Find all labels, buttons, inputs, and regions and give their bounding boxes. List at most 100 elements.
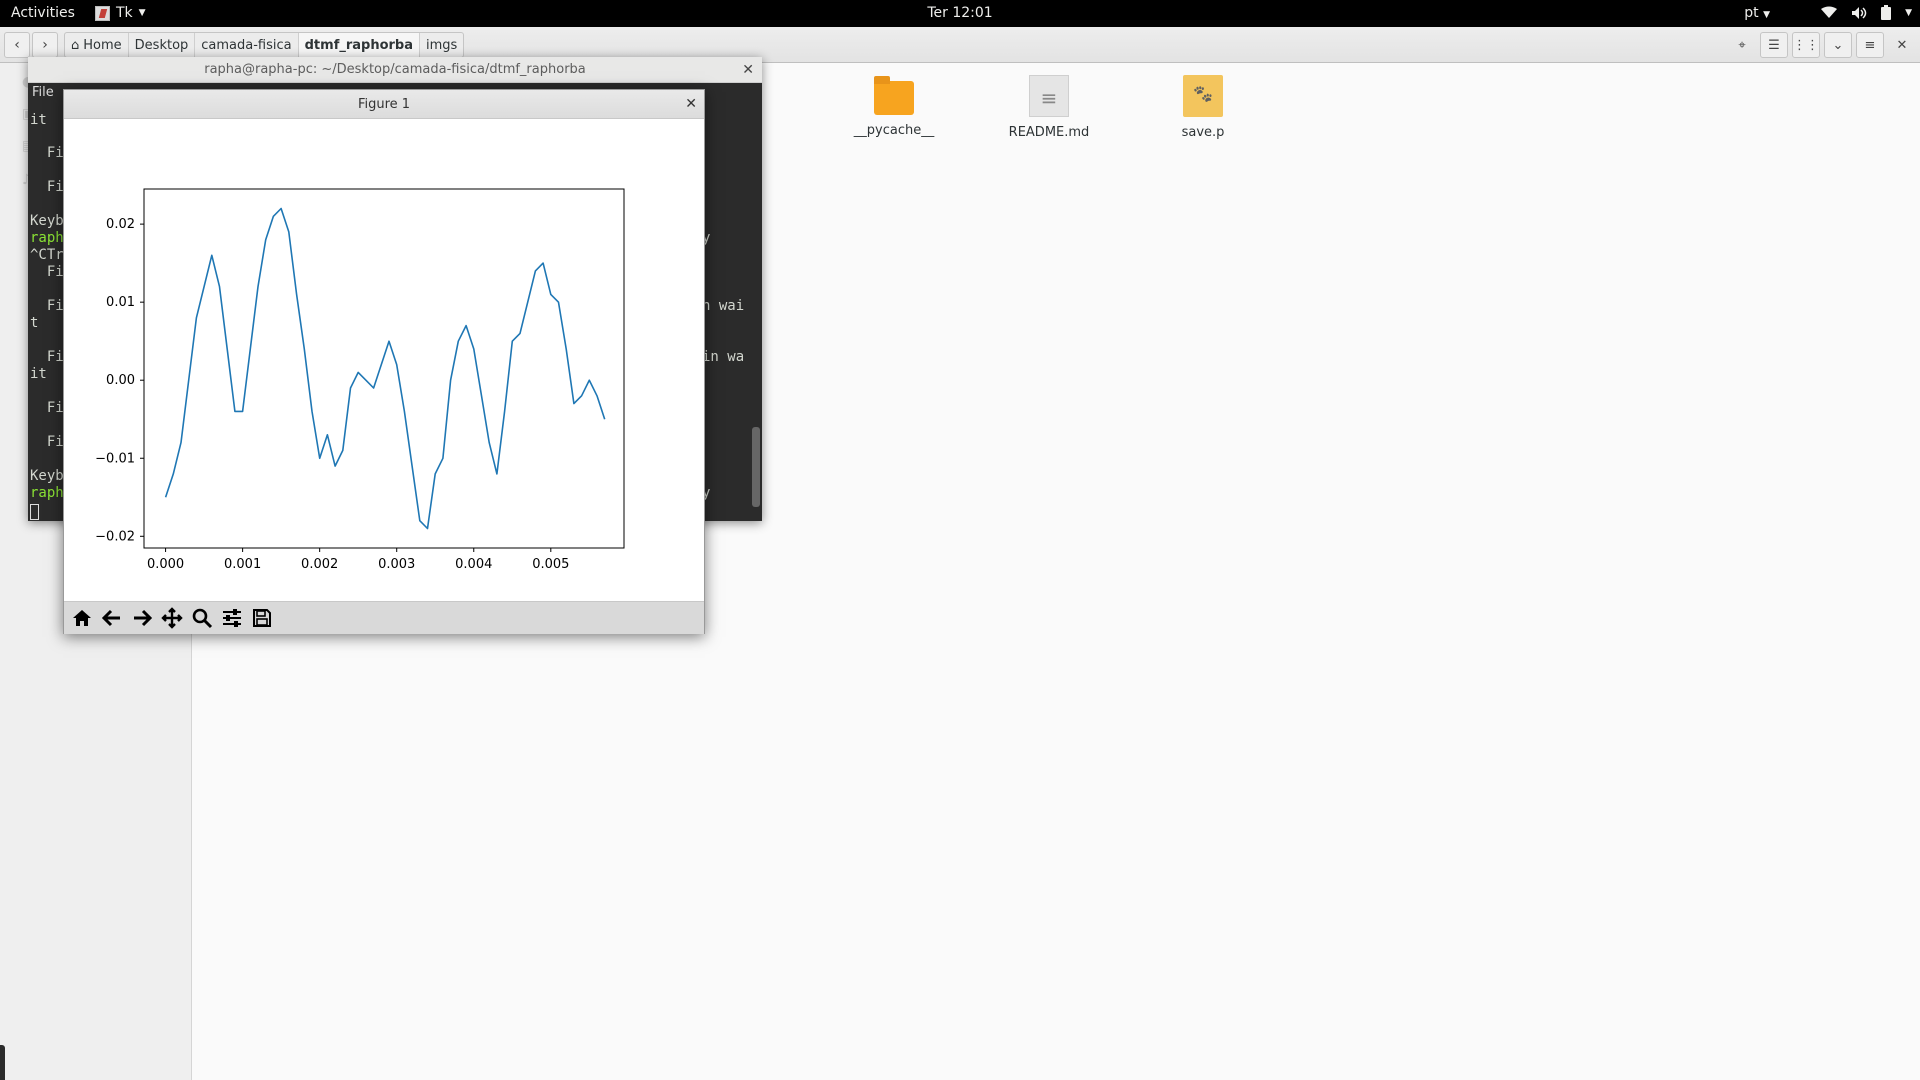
y-tick-label: 0.00 [106, 373, 135, 388]
terminal-line: Fi [30, 349, 64, 365]
save-figure-button[interactable] [248, 604, 276, 632]
file-name: save.p [1181, 125, 1225, 140]
file-item-pycache[interactable]: __pycache__ [829, 75, 959, 138]
terminal-line-fragment: y [702, 485, 711, 501]
view-options-button[interactable]: ⌄ [1824, 32, 1852, 58]
floppy-disk-icon [253, 609, 271, 627]
chevron-down-icon: ▼ [1905, 7, 1912, 18]
y-tick-label: −0.01 [95, 451, 135, 466]
breadcrumb-camada-fisica[interactable]: camada-fisica [195, 33, 299, 57]
terminal-line-fragment: in wa [702, 349, 745, 365]
breadcrumb-imgs[interactable]: imgs [420, 33, 463, 57]
paw-file-icon [1183, 75, 1223, 117]
grid-view-button[interactable]: ⋮⋮ [1792, 32, 1820, 58]
terminal-line: Fi [30, 298, 64, 314]
pan-button[interactable] [158, 604, 186, 632]
terminal-line: Fi [30, 145, 64, 161]
terminal-line: raph [30, 485, 64, 501]
list-icon: ☰ [1768, 37, 1780, 53]
x-tick-label: 0.002 [301, 557, 338, 572]
chevron-right-icon: › [42, 37, 48, 53]
clock[interactable]: Ter 12:01 [927, 5, 993, 21]
location-button[interactable]: ⌖ [1728, 32, 1756, 58]
terminal-line: Keyb [30, 213, 64, 229]
terminal-titlebar[interactable]: rapha@rapha-pc: ~/Desktop/camada-fisica/… [28, 57, 762, 83]
configure-subplots-button[interactable] [218, 604, 246, 632]
breadcrumb: ⌂ Home Desktop camada-fisica dtmf_raphor… [64, 32, 465, 58]
terminal-line: t [30, 315, 39, 331]
terminal-line: Fi [30, 264, 64, 280]
file-name: README.md [1008, 125, 1090, 140]
breadcrumb-label: camada-fisica [201, 37, 292, 53]
close-icon[interactable]: ✕ [685, 96, 697, 112]
crosshair-icon: ⌖ [1738, 37, 1746, 53]
close-window-button[interactable]: ✕ [1888, 32, 1916, 58]
figure-canvas[interactable]: 0.000 0.001 0.002 0.003 0.004 0.005 −0.02 −0.01… [64, 119, 704, 603]
terminal-scrollbar[interactable] [752, 427, 760, 507]
forward-button[interactable] [128, 604, 156, 632]
figure-title: Figure 1 [357, 97, 411, 112]
text-document-icon [1029, 75, 1069, 117]
figure-titlebar[interactable]: Figure 1 ✕ [64, 90, 704, 119]
x-tick-label: 0.003 [378, 557, 415, 572]
keyboard-layout-menu[interactable]: pt ▼ [1744, 5, 1770, 21]
back-button[interactable] [98, 604, 126, 632]
signal-line [164, 207, 606, 530]
breadcrumb-dtmf-raphorba[interactable]: dtmf_raphorba [298, 33, 421, 57]
terminal-line: Keyb [30, 468, 64, 484]
terminal-line: it [30, 112, 47, 128]
x-tick-label: 0.004 [455, 557, 492, 572]
home-button[interactable] [68, 604, 96, 632]
header-actions: ⌖ ☰ ⋮⋮ ⌄ ≡ ✕ [1728, 32, 1916, 58]
terminal-line: Fi [30, 434, 64, 450]
zoom-button[interactable] [188, 604, 216, 632]
system-tray[interactable]: ▼ [1821, 5, 1912, 20]
menu-button[interactable]: ≡ [1856, 32, 1884, 58]
grid-icon: ⋮⋮ [1793, 37, 1819, 53]
breadcrumb-home[interactable]: ⌂ Home [65, 33, 129, 57]
top-bar: Activities Tk ▼ Ter 12:01 pt ▼ ▼ [0, 0, 1920, 27]
file-name: __pycache__ [853, 123, 935, 138]
terminal-line-fragment: y [702, 230, 711, 246]
chevron-down-icon: ▼ [138, 8, 146, 18]
sliders-icon [223, 609, 241, 627]
terminal-line: ^CTr [30, 247, 64, 263]
back-button[interactable]: ‹ [4, 32, 30, 58]
y-tick-label: 0.01 [106, 295, 135, 310]
line-chart: 0.000 0.001 0.002 0.003 0.004 0.005 −0.02 −0.01… [95, 188, 625, 572]
x-tick-label: 0.000 [147, 557, 184, 572]
folder-icon [874, 76, 914, 115]
volume-icon [1852, 6, 1867, 19]
arrow-right-icon [134, 609, 153, 627]
list-view-button[interactable]: ☰ [1760, 32, 1788, 58]
hamburger-icon: ≡ [1864, 37, 1876, 53]
battery-icon [1881, 5, 1892, 20]
figure-toolbar [64, 601, 704, 634]
file-item-readme[interactable]: README.md [984, 75, 1114, 140]
dock-edge [0, 1045, 5, 1080]
app-menu[interactable]: Tk ▼ [95, 5, 146, 21]
app-menu-label: Tk [116, 5, 133, 21]
home-icon [73, 610, 91, 626]
arrow-left-icon [101, 609, 120, 627]
breadcrumb-label: Desktop [134, 37, 189, 53]
terminal-line: raph [30, 230, 64, 246]
file-item-save-p[interactable]: save.p [1138, 75, 1268, 140]
close-icon[interactable]: ✕ [742, 62, 754, 78]
x-tick-label: 0.005 [532, 557, 569, 572]
close-icon: ✕ [1896, 37, 1908, 53]
dock-icon[interactable]: ♪ [22, 172, 31, 188]
menu-file[interactable]: File [32, 85, 54, 100]
terminal-line: Fi [30, 400, 64, 416]
figure-window[interactable]: Figure 1 ✕ 0.000 0.001 0.002 0.003 0.004 0.00… [63, 89, 705, 634]
keyboard-layout-label: pt [1744, 5, 1759, 21]
activities-button[interactable]: Activities [11, 5, 75, 21]
breadcrumb-desktop[interactable]: Desktop [129, 33, 196, 57]
breadcrumb-label: Home [83, 37, 122, 53]
magnifier-icon [192, 608, 213, 629]
y-tick-label: 0.02 [106, 217, 135, 232]
terminal-cursor [30, 504, 39, 520]
chevron-down-icon: ▼ [1763, 10, 1770, 20]
breadcrumb-label: dtmf_raphorba [304, 37, 414, 53]
forward-button[interactable]: › [32, 32, 58, 58]
